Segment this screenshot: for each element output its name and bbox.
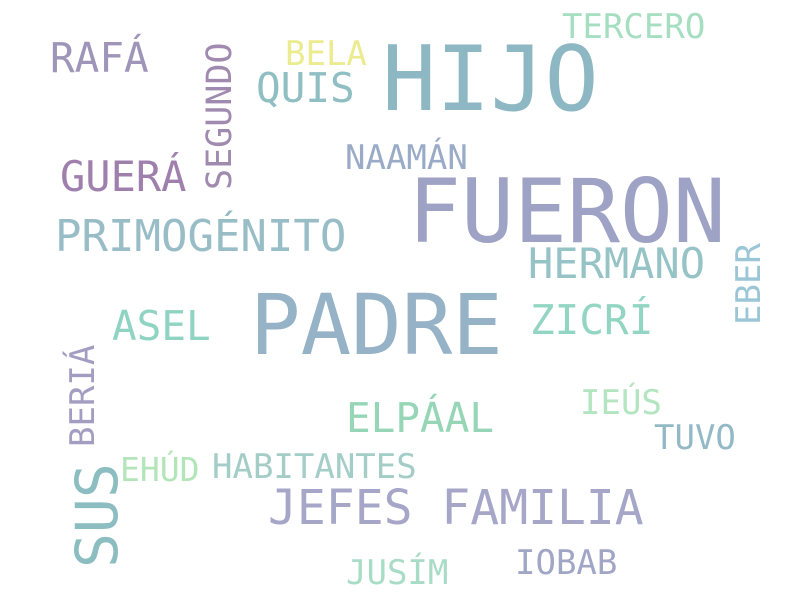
word-hermano: HERMANO (528, 239, 706, 288)
word-jusim: JUSÍM (346, 553, 449, 593)
word-tercero: TERCERO (562, 7, 706, 47)
word-sus: SUS (63, 463, 131, 568)
word-rafa: RAFÁ (50, 34, 149, 82)
word-naaman: NAAMÁN (345, 138, 468, 178)
word-elpaal: ELPÁAL (346, 394, 495, 442)
word-asel: ASEL (112, 302, 211, 350)
word-tuvo: TUVO (654, 418, 736, 458)
word-eber: EBER (729, 243, 769, 325)
word-fueron: FUERON (408, 160, 726, 263)
word-primogenito: PRIMOGÉNITO (55, 211, 347, 262)
word-hijo: HIJO (382, 27, 599, 132)
word-ieus: IEÚS (580, 383, 662, 423)
word-zicri: ZICRÍ (530, 296, 654, 344)
word-guera: GUERÁ (60, 152, 187, 201)
word-beria: BERIÁ (63, 344, 103, 447)
word-ehud: EHÚD (120, 450, 200, 489)
word-quis: QUIS (256, 64, 355, 112)
word-iobab: IOBAB (515, 543, 618, 583)
word-segundo: SEGUNDO (200, 42, 240, 190)
word-bela: BELA (285, 34, 367, 74)
word-padre: PADRE (250, 276, 503, 374)
word-habitantes: HABITANTES (212, 447, 417, 487)
word-jefes-familia: JEFES FAMILIA (268, 480, 644, 536)
